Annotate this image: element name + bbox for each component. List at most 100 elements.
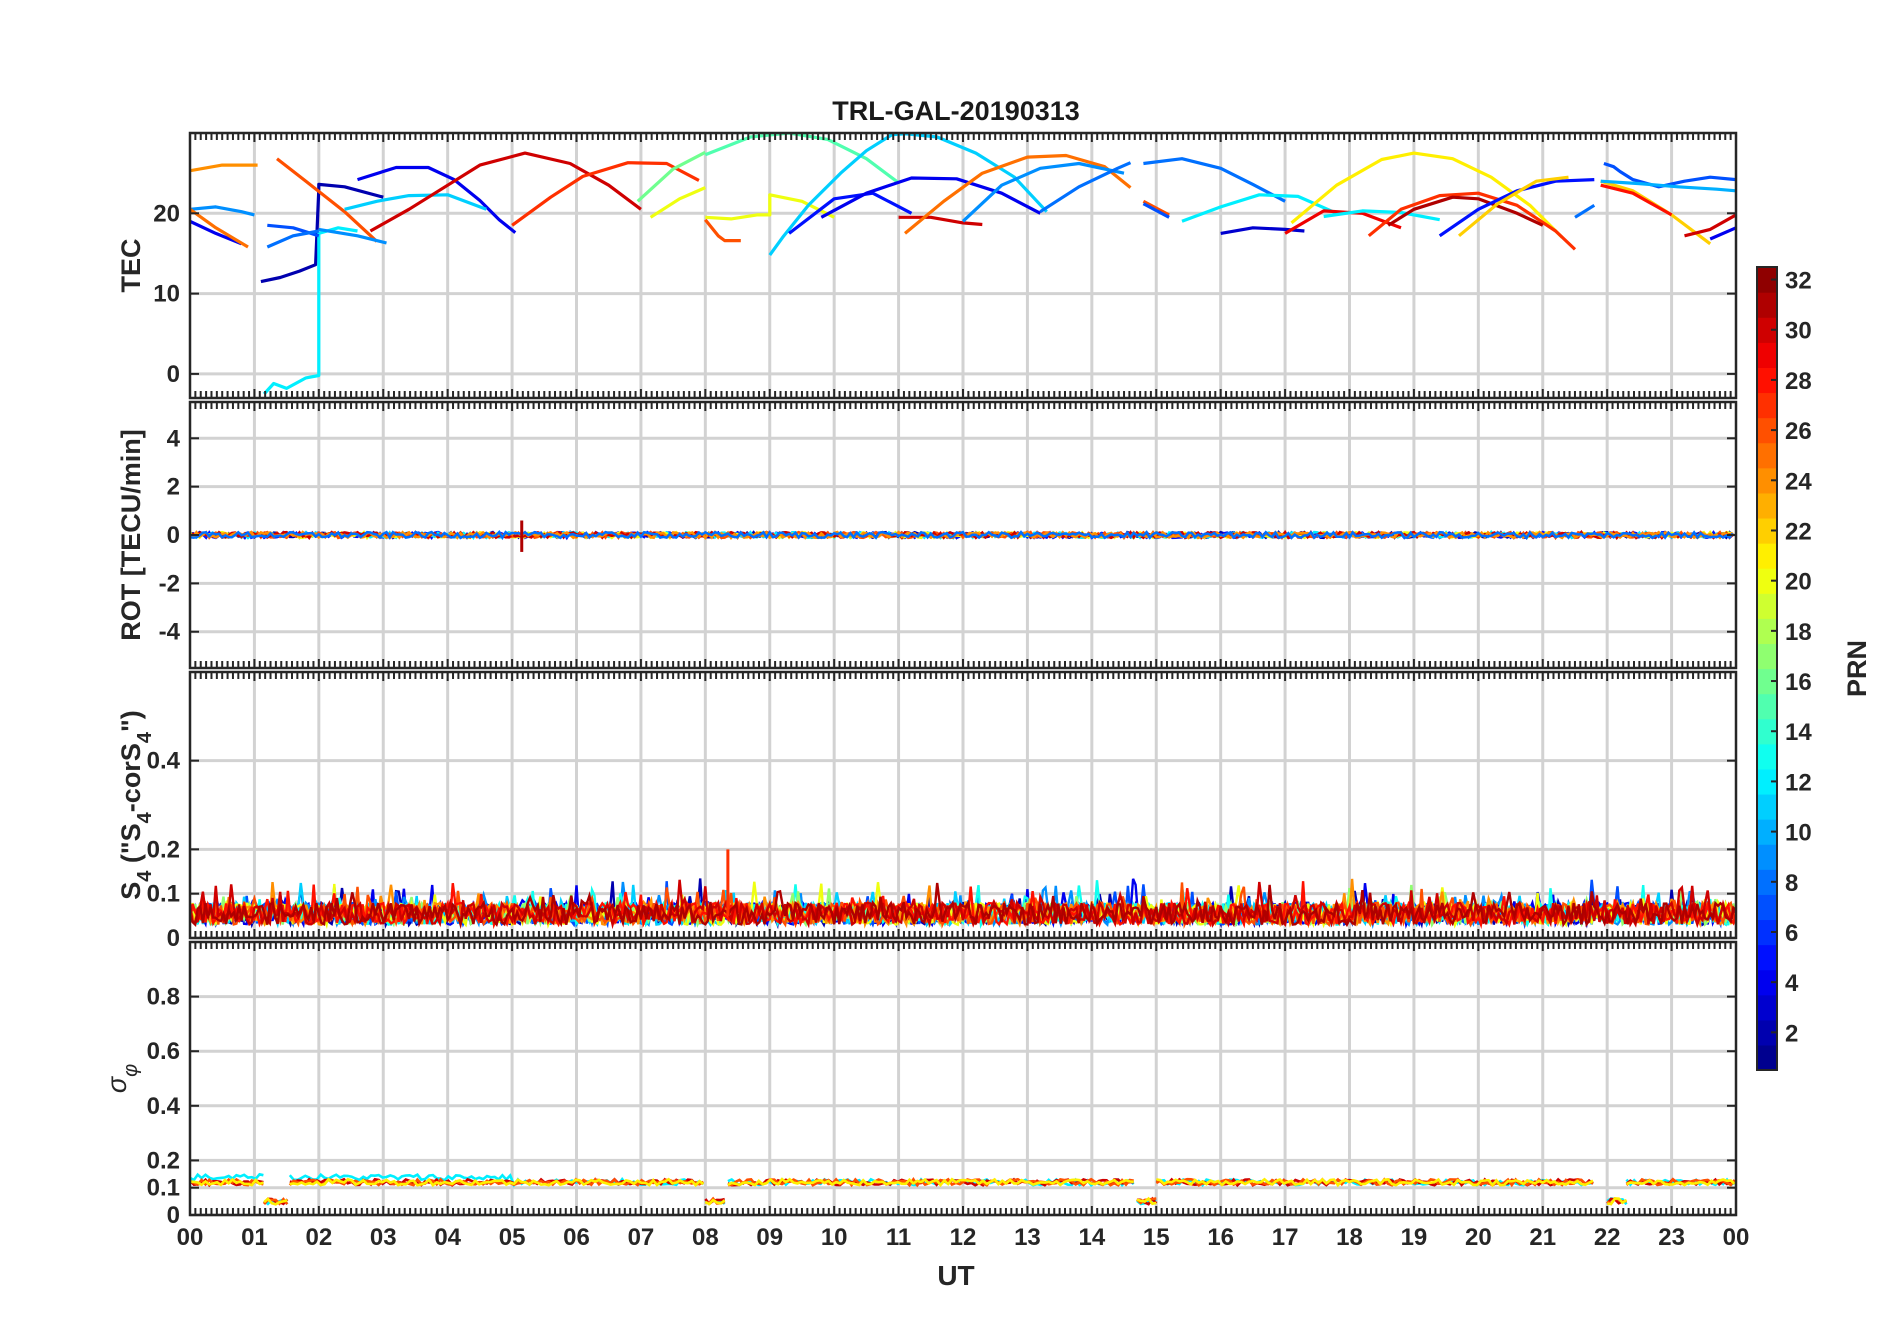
tec-series-prn-8 [1039,161,1132,214]
colorbar-tick-label: 26 [1785,418,1812,445]
colorbar-tick-label: 18 [1785,619,1812,646]
sigma-series-prn-21 [727,1177,1134,1188]
colorbar-tick-label: 2 [1785,1020,1798,1047]
colorbar-tick-label: 30 [1785,318,1812,345]
colorbar-cell-15 [1757,693,1777,720]
tec-series-prn-27 [511,161,700,227]
tec-series-prn-2 [260,182,384,284]
tec-series-prn-8 [1574,203,1596,219]
tec-series-prn-28 [1600,183,1673,217]
x-tick-label: 17 [1272,1224,1299,1251]
sigma-series-prn-12 [190,1172,264,1182]
colorbar-tick-label: 6 [1785,920,1798,947]
gridlines [190,133,1736,398]
tec-series-prn-7 [1142,202,1170,219]
y-axis-label: ROT [TECU/min] [116,429,146,640]
colorbar-cell-11 [1757,793,1777,820]
tec-series-prn-12 [262,226,358,396]
x-tick-label: 16 [1207,1224,1234,1251]
rot-series-prn-8 [190,530,1734,541]
y-tick-label: 0.2 [147,836,180,863]
colorbar-cell-32 [1757,267,1777,293]
tec-series-prn-3 [1220,226,1305,235]
tec-series-prn-20 [705,193,835,221]
sigma-series-prn-26 [1155,1177,1594,1188]
y-label-text: σ [102,1075,132,1093]
tec-series-prn-11 [344,193,487,211]
colorbar-cell-5 [1757,944,1777,971]
tec-series-prn-4 [820,176,1042,219]
colorbar-tick-label: 20 [1785,569,1812,596]
colorbar-tick-label: 16 [1785,669,1812,696]
x-tick-label: 12 [950,1224,977,1251]
x-tick-label: 14 [1078,1224,1105,1251]
tec-series-prn-9 [961,161,1125,223]
x-tick-label: 11 [886,1224,911,1251]
sigma-series-prn-21 [704,1198,726,1206]
tec-series-prn-24 [190,163,258,173]
tec-series-prn-16 [636,150,707,203]
tec-series-prn-25 [190,207,249,249]
colorbar-cell-2 [1757,1019,1777,1046]
sigma-series-prn-21 [289,1177,705,1188]
colorbar-cell-14 [1757,718,1777,745]
y-label-subscript: 4 [134,731,156,743]
tick-marks [189,672,1737,939]
sigma-series-prn-21 [1136,1196,1157,1206]
tick-marks [189,942,1737,1216]
tec-series-prn-20 [649,186,706,219]
tec-series-prn-26 [276,157,378,243]
tec-series-prn-31 [1387,195,1544,227]
colorbar-tick-label: 22 [1785,518,1812,545]
sigma-series-prn-21 [263,1196,288,1206]
data-s4 [190,849,1736,930]
tec-series-prn-4 [190,219,243,246]
x-tick-label: 04 [434,1224,461,1251]
x-axis-label: UT [937,1260,974,1291]
colorbar-cell-3 [1757,994,1777,1021]
y-tick-label: 0.4 [147,1093,181,1120]
colorbar-cell-20 [1757,568,1777,594]
tec-series-prn-30 [369,151,642,233]
colorbar-cell-8 [1757,869,1777,895]
s4-series-prn-28 [190,881,1736,930]
tec-series-prn-30 [1684,213,1736,238]
y-label-subscript: 4 [134,811,156,823]
panel-sigma_phi: 00.10.2 0.4 0.6 0.8 σφ [102,940,1738,1229]
y-tick-label: 0.1 [147,881,180,908]
colorbar-cell-21 [1757,543,1777,569]
colorbar-cell-18 [1757,618,1777,645]
x-tick-label: 05 [499,1224,526,1251]
x-tick-label: 23 [1658,1224,1685,1251]
x-tick-label: 06 [563,1224,590,1251]
y-axis-label: TEC [116,239,146,293]
sigma-series-prn-21 [1607,1197,1628,1206]
tec-series-prn-30 [898,215,983,227]
data-tec [190,133,1736,396]
y-tick-label: 0.6 [147,1038,180,1065]
tec-series-prn-9 [318,227,387,245]
x-tick-label: 15 [1143,1224,1170,1251]
colorbar-cell-27 [1757,392,1777,419]
x-tick-label: 13 [1014,1224,1041,1251]
y-label-text: ("S [116,823,146,870]
y-tick-label: 0.8 [147,984,180,1011]
tec-series-prn-4 [1709,226,1736,241]
colorbar-tick-label: 14 [1785,719,1812,746]
colorbar-cell-24 [1757,467,1777,494]
y-label-text: S [116,882,146,900]
x-tick-label: 19 [1401,1224,1428,1251]
tec-series-prn-26 [1142,199,1170,217]
x-tick-label: 18 [1336,1224,1363,1251]
x-tick-label: 00 [177,1224,204,1251]
tec-series-prn-26 [704,218,741,243]
y-tick-label: 0.2 [147,1147,180,1174]
x-tick-label: 02 [305,1224,332,1251]
tec-series-prn-12 [1181,193,1338,223]
y-axis-label: S4 ("S4-corS4") [116,710,156,900]
y-tick-label: 0 [167,925,180,952]
colorbar-cell-17 [1757,643,1777,670]
colorbar-cell-4 [1757,969,1777,996]
